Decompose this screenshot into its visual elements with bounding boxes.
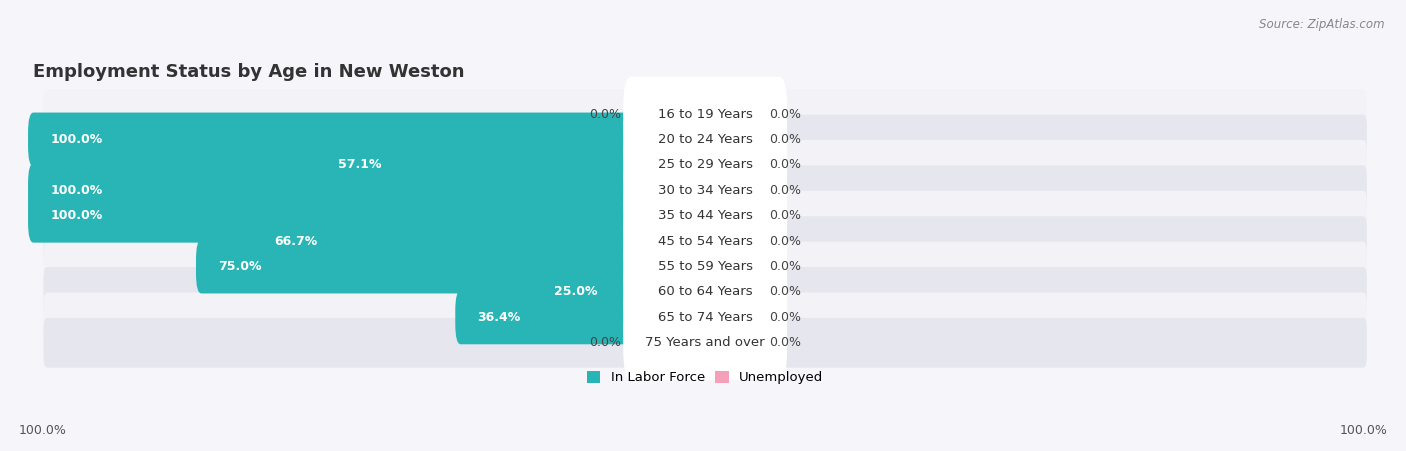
FancyBboxPatch shape	[700, 290, 765, 344]
Text: 100.0%: 100.0%	[51, 184, 103, 197]
Text: Employment Status by Age in New Weston: Employment Status by Age in New Weston	[34, 63, 465, 81]
Text: 25.0%: 25.0%	[554, 285, 598, 299]
FancyBboxPatch shape	[316, 138, 710, 192]
Text: 0.0%: 0.0%	[769, 209, 801, 222]
Text: 100.0%: 100.0%	[51, 133, 103, 146]
FancyBboxPatch shape	[531, 265, 710, 319]
FancyBboxPatch shape	[44, 292, 1367, 342]
Text: 0.0%: 0.0%	[589, 108, 621, 120]
Text: 45 to 54 Years: 45 to 54 Years	[658, 235, 752, 248]
FancyBboxPatch shape	[700, 265, 765, 319]
Text: 0.0%: 0.0%	[769, 260, 801, 273]
FancyBboxPatch shape	[623, 280, 787, 355]
FancyBboxPatch shape	[252, 214, 710, 268]
Text: 0.0%: 0.0%	[769, 158, 801, 171]
FancyBboxPatch shape	[44, 191, 1367, 241]
FancyBboxPatch shape	[44, 242, 1367, 291]
Text: 75 Years and over: 75 Years and over	[645, 336, 765, 349]
FancyBboxPatch shape	[623, 77, 787, 152]
FancyBboxPatch shape	[700, 214, 765, 268]
Text: 57.1%: 57.1%	[339, 158, 382, 171]
FancyBboxPatch shape	[623, 178, 787, 253]
Text: 0.0%: 0.0%	[769, 184, 801, 197]
FancyBboxPatch shape	[44, 216, 1367, 266]
Text: 100.0%: 100.0%	[18, 424, 66, 437]
FancyBboxPatch shape	[44, 140, 1367, 190]
FancyBboxPatch shape	[44, 267, 1367, 317]
Text: 36.4%: 36.4%	[478, 311, 520, 324]
Text: 35 to 44 Years: 35 to 44 Years	[658, 209, 752, 222]
FancyBboxPatch shape	[675, 323, 709, 362]
FancyBboxPatch shape	[675, 95, 709, 133]
Text: 75.0%: 75.0%	[218, 260, 262, 273]
Text: 0.0%: 0.0%	[769, 133, 801, 146]
FancyBboxPatch shape	[623, 128, 787, 202]
Text: 0.0%: 0.0%	[769, 311, 801, 324]
FancyBboxPatch shape	[700, 138, 765, 192]
Text: 0.0%: 0.0%	[769, 285, 801, 299]
FancyBboxPatch shape	[44, 89, 1367, 139]
FancyBboxPatch shape	[700, 189, 765, 243]
FancyBboxPatch shape	[700, 113, 765, 166]
FancyBboxPatch shape	[44, 166, 1367, 215]
Text: 25 to 29 Years: 25 to 29 Years	[658, 158, 752, 171]
Text: 0.0%: 0.0%	[769, 108, 801, 120]
FancyBboxPatch shape	[623, 305, 787, 380]
Text: 100.0%: 100.0%	[51, 209, 103, 222]
FancyBboxPatch shape	[700, 239, 765, 294]
FancyBboxPatch shape	[195, 239, 710, 294]
Text: 0.0%: 0.0%	[769, 336, 801, 349]
Text: 66.7%: 66.7%	[274, 235, 318, 248]
FancyBboxPatch shape	[700, 316, 765, 370]
FancyBboxPatch shape	[623, 102, 787, 177]
FancyBboxPatch shape	[700, 87, 765, 141]
FancyBboxPatch shape	[44, 318, 1367, 368]
Text: 0.0%: 0.0%	[769, 235, 801, 248]
Text: 30 to 34 Years: 30 to 34 Years	[658, 184, 752, 197]
Text: Source: ZipAtlas.com: Source: ZipAtlas.com	[1260, 18, 1385, 31]
FancyBboxPatch shape	[28, 189, 710, 243]
Text: 65 to 74 Years: 65 to 74 Years	[658, 311, 752, 324]
Text: 16 to 19 Years: 16 to 19 Years	[658, 108, 752, 120]
Text: 100.0%: 100.0%	[1340, 424, 1388, 437]
Legend: In Labor Force, Unemployed: In Labor Force, Unemployed	[582, 366, 828, 390]
FancyBboxPatch shape	[623, 204, 787, 279]
FancyBboxPatch shape	[44, 115, 1367, 164]
FancyBboxPatch shape	[623, 229, 787, 304]
FancyBboxPatch shape	[623, 254, 787, 329]
FancyBboxPatch shape	[623, 153, 787, 228]
FancyBboxPatch shape	[700, 163, 765, 217]
Text: 20 to 24 Years: 20 to 24 Years	[658, 133, 752, 146]
Text: 55 to 59 Years: 55 to 59 Years	[658, 260, 752, 273]
Text: 60 to 64 Years: 60 to 64 Years	[658, 285, 752, 299]
Text: 0.0%: 0.0%	[589, 336, 621, 349]
FancyBboxPatch shape	[28, 163, 710, 217]
FancyBboxPatch shape	[456, 290, 710, 344]
FancyBboxPatch shape	[28, 113, 710, 166]
